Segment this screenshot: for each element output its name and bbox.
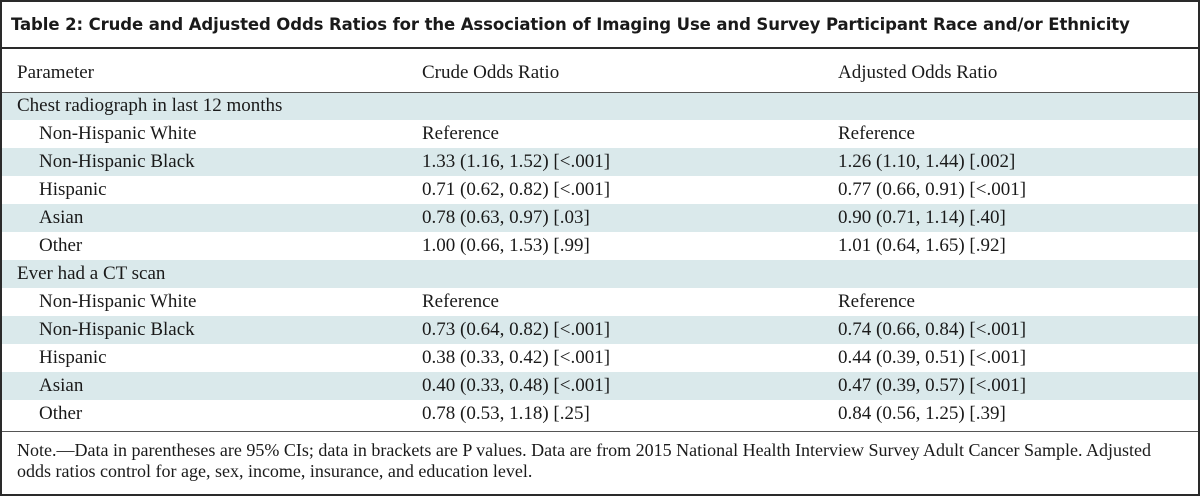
cell-parameter: Non-Hispanic Black: [39, 151, 195, 172]
cell-crude-odds-ratio: Reference: [422, 291, 499, 312]
cell-adjusted-odds-ratio: 1.01 (0.64, 1.65) [.92]: [838, 235, 1006, 256]
table-row: Non-Hispanic Black 0.73 (0.64, 0.82) [<.0…: [2, 316, 1198, 344]
table-title: Table 2: Crude and Adjusted Odds Ratios …: [11, 15, 1130, 34]
table-row: Non-Hispanic White Reference Reference: [2, 120, 1198, 148]
column-header-parameter: Parameter: [17, 62, 95, 83]
cell-crude-odds-ratio: 0.71 (0.62, 0.82) [<.001]: [422, 179, 611, 200]
cell-parameter: Hispanic: [39, 179, 107, 200]
section-label: Ever had a CT scan: [17, 263, 166, 284]
cell-adjusted-odds-ratio: 0.47 (0.39, 0.57) [<.001]: [838, 375, 1027, 396]
cell-crude-odds-ratio: Reference: [422, 123, 499, 144]
cell-adjusted-odds-ratio: Reference: [838, 291, 915, 312]
cell-crude-odds-ratio: 0.78 (0.53, 1.18) [.25]: [422, 403, 590, 424]
cell-adjusted-odds-ratio: 0.74 (0.66, 0.84) [<.001]: [838, 319, 1027, 340]
cell-parameter: Asian: [39, 375, 84, 396]
cell-adjusted-odds-ratio: 1.26 (1.10, 1.44) [.002]: [838, 151, 1016, 172]
table-body: Chest radiograph in last 12 months Non-Hi…: [2, 92, 1198, 428]
cell-crude-odds-ratio: 0.78 (0.63, 0.97) [.03]: [422, 207, 590, 228]
table-row: Other 1.00 (0.66, 1.53) [.99] 1.01 (0.64, …: [2, 232, 1198, 260]
table-bottom-rule: [2, 431, 1198, 432]
cell-crude-odds-ratio: 1.00 (0.66, 1.53) [.99]: [422, 235, 590, 256]
column-header-crude: Crude Odds Ratio: [422, 62, 560, 83]
section-label: Chest radiograph in last 12 months: [17, 95, 283, 116]
table-row: Asian 0.78 (0.63, 0.97) [.03] 0.90 (0.71, …: [2, 204, 1198, 232]
cell-crude-odds-ratio: 1.33 (1.16, 1.52) [<.001]: [422, 151, 611, 172]
cell-adjusted-odds-ratio: 0.44 (0.39, 0.51) [<.001]: [838, 347, 1027, 368]
table-note: Note.—Data in parentheses are 95% CIs; d…: [17, 440, 1151, 481]
cell-parameter: Asian: [39, 207, 84, 228]
cell-parameter: Non-Hispanic Black: [39, 319, 195, 340]
cell-parameter: Hispanic: [39, 347, 107, 368]
header-rule: [2, 92, 1198, 93]
cell-parameter: Other: [39, 403, 83, 424]
table-row: Hispanic 0.71 (0.62, 0.82) [<.001] 0.77 (0…: [2, 176, 1198, 204]
table-row: Other 0.78 (0.53, 1.18) [.25] 0.84 (0.56, …: [2, 400, 1198, 428]
cell-adjusted-odds-ratio: Reference: [838, 123, 915, 144]
section-header-row: Ever had a CT scan: [2, 260, 1198, 288]
table-row: Non-Hispanic White Reference Reference: [2, 288, 1198, 316]
section-header-row: Chest radiograph in last 12 months: [2, 92, 1198, 120]
cell-crude-odds-ratio: 0.38 (0.33, 0.42) [<.001]: [422, 347, 611, 368]
cell-adjusted-odds-ratio: 0.84 (0.56, 1.25) [.39]: [838, 403, 1006, 424]
cell-adjusted-odds-ratio: 0.77 (0.66, 0.91) [<.001]: [838, 179, 1027, 200]
table-row: Asian 0.40 (0.33, 0.48) [<.001] 0.47 (0.39…: [2, 372, 1198, 400]
cell-parameter: Other: [39, 235, 83, 256]
cell-crude-odds-ratio: 0.73 (0.64, 0.82) [<.001]: [422, 319, 611, 340]
table-header-row: Parameter Crude Odds Ratio Adjusted Odds…: [2, 49, 1198, 92]
column-header-adjusted: Adjusted Odds Ratio: [838, 62, 998, 83]
cell-adjusted-odds-ratio: 0.90 (0.71, 1.14) [.40]: [838, 207, 1006, 228]
cell-parameter: Non-Hispanic White: [39, 291, 197, 312]
table-row: Hispanic 0.38 (0.33, 0.42) [<.001] 0.44 (0…: [2, 344, 1198, 372]
cell-crude-odds-ratio: 0.40 (0.33, 0.48) [<.001]: [422, 375, 611, 396]
data-table: Parameter Crude Odds Ratio Adjusted Odds…: [2, 49, 1198, 428]
title-rule: [2, 47, 1198, 49]
table-row: Non-Hispanic Black 1.33 (1.16, 1.52) [<.0…: [2, 148, 1198, 176]
cell-parameter: Non-Hispanic White: [39, 123, 197, 144]
